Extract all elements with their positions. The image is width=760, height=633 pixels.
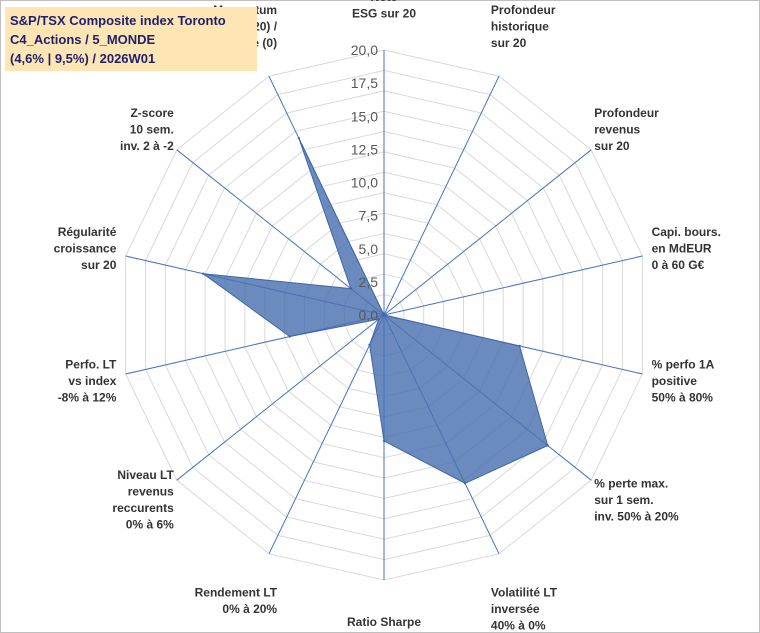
axis-label-line: inv. 50% à 20% xyxy=(594,509,679,523)
axis-label: Rendement LT 0% à 20% xyxy=(195,586,278,617)
axis-label-line: Rendement LT xyxy=(195,586,278,600)
tick-label: 17,5 xyxy=(351,75,378,91)
axis-label-line: sur 20 xyxy=(491,36,527,50)
axis-label-line: 50% à 80% xyxy=(652,390,714,404)
axis-label-line: reccurents xyxy=(112,501,174,515)
axis-label-line: Ratio Sharpe xyxy=(347,615,421,629)
series-point xyxy=(202,272,205,275)
axis-label-line: Régularité xyxy=(58,225,117,239)
series-point xyxy=(297,137,301,140)
axis-label-line: 0% à 20% xyxy=(222,602,277,616)
axis-label-line: inversée xyxy=(491,602,540,616)
series-point xyxy=(368,343,371,346)
title-line-2: C4_Actions / 5_MONDE xyxy=(10,32,156,47)
tick-label: 2,5 xyxy=(359,274,379,290)
tick-label: 15,0 xyxy=(351,108,378,124)
axis-label: Capi. bours. en MdEUR 0 à 60 G€ xyxy=(652,225,721,272)
axis-label-line: 0 à 1 xyxy=(371,632,398,633)
axis-label-line: Volatilité LT xyxy=(491,586,558,600)
axis-label-line: inv. 2 à -2 xyxy=(120,139,174,153)
tick-label: 0,0 xyxy=(359,307,379,323)
axis-label-line: 40% à 0% xyxy=(491,619,546,633)
axis-label: Profondeur historique sur 20 xyxy=(491,3,556,50)
axis-label: Niveau LT revenus reccurents 0% à 6% xyxy=(112,468,174,532)
tick-label: 10,0 xyxy=(351,175,378,191)
series-area xyxy=(202,137,549,484)
axis-label-line: vs index xyxy=(68,374,116,388)
axis-label-line: revenus xyxy=(128,485,174,499)
axis-spoke xyxy=(176,149,385,316)
axis-spoke xyxy=(268,314,385,555)
series-point xyxy=(288,335,291,338)
axis-label-line: Capi. bours. xyxy=(652,225,721,239)
series-point xyxy=(518,344,521,348)
axis-spoke xyxy=(383,75,500,316)
axis-label-line: en MdEUR xyxy=(652,242,712,256)
axis-spoke xyxy=(176,314,385,481)
radar-series xyxy=(202,137,549,485)
axis-label-line: croissance xyxy=(54,242,117,256)
axis-label: Volatilité LT inversée 40% à 0% xyxy=(491,586,558,633)
tick-label: 20,0 xyxy=(351,42,378,58)
axis-label: % perte max. sur 1 sem. inv. 50% à 20% xyxy=(594,476,679,523)
axis-label-line: 10 sem. xyxy=(130,123,174,137)
tick-label: 5,0 xyxy=(359,241,379,257)
axis-label: Régularité croissance sur 20 xyxy=(54,225,117,272)
axis-label: Note ESG sur 20 xyxy=(352,0,416,21)
series-point xyxy=(382,313,386,317)
axis-label-line: % perte max. xyxy=(594,476,668,490)
axis-label-line: 0 à 60 G€ xyxy=(652,258,705,272)
title-line-1: S&P/TSX Composite index Toronto xyxy=(10,13,226,28)
axis-label-line: Profondeur xyxy=(594,106,659,120)
series-point xyxy=(377,317,380,321)
radial-tick-labels: 0,0 2,5 5,0 7,5 10,0 12,5 15,0 17,5 20,0 xyxy=(351,42,378,323)
series-point xyxy=(349,287,353,290)
tick-label: 12,5 xyxy=(351,141,378,157)
axis-label: Z-score 10 sem. inv. 2 à -2 xyxy=(120,106,174,153)
chart-title: S&P/TSX Composite index Toronto C4_Actio… xyxy=(5,7,257,71)
title-line-3: (4,6% | 9,5%) / 2026W01 xyxy=(10,51,156,66)
axis-label-line: -8% à 12% xyxy=(58,390,117,404)
series-point xyxy=(463,482,467,485)
axis-label-line: historique xyxy=(491,19,549,33)
axis-label-line: sur 20 xyxy=(81,258,117,272)
tick-label: 7,5 xyxy=(359,208,379,224)
axis-label-line: Perfo. LT xyxy=(65,357,117,371)
axis-label-line: Niveau LT xyxy=(117,468,174,482)
axis-label: Ratio Sharpe 0 à 1 xyxy=(347,615,421,633)
axis-label-line: Profondeur xyxy=(491,3,556,17)
axis-label-line: positive xyxy=(652,374,698,388)
axis-label: % perfo 1A positive 50% à 80% xyxy=(652,357,715,404)
axis-label-line: 0% à 6% xyxy=(126,518,174,532)
axis-label: Perfo. LT vs index -8% à 12% xyxy=(58,357,117,404)
axis-label-line: sur 20 xyxy=(594,139,630,153)
axis-label-line: % perfo 1A xyxy=(652,357,715,371)
axis-spoke xyxy=(383,149,592,316)
axis-label-line: Note xyxy=(371,0,398,4)
axis-label-line: Z-score xyxy=(130,106,174,120)
axis-label-line: sur 1 sem. xyxy=(594,493,653,507)
axis-label: Profondeur revenus sur 20 xyxy=(594,106,659,153)
axis-spoke xyxy=(383,255,643,316)
series-point xyxy=(546,444,549,447)
axis-label-line: revenus xyxy=(594,123,640,137)
axis-label-line: ESG sur 20 xyxy=(352,7,416,21)
series-point xyxy=(382,439,386,443)
